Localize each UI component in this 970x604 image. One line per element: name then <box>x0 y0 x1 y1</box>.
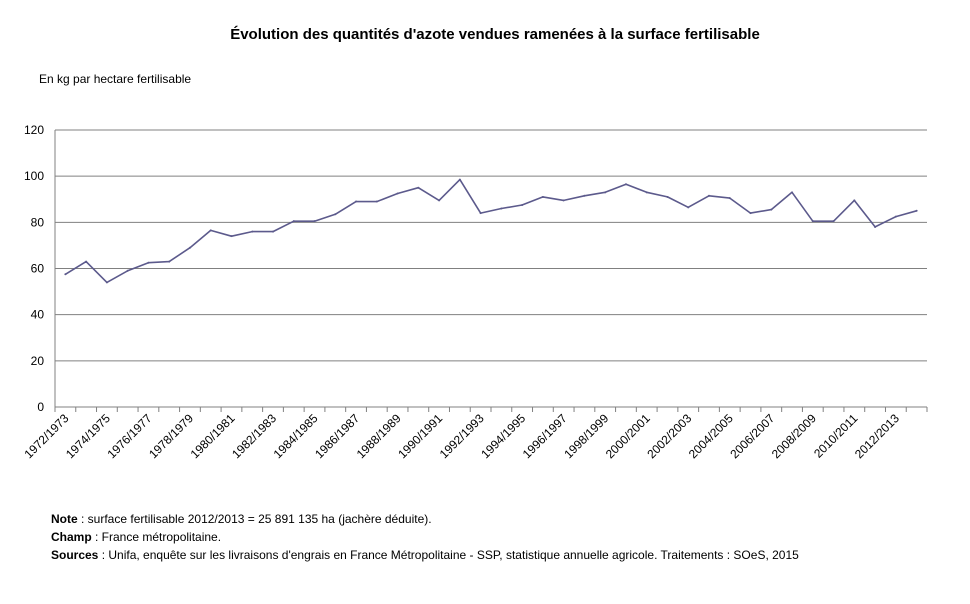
data-point <box>417 186 420 189</box>
y-tick-label: 20 <box>31 354 45 368</box>
note-line: Note : surface fertilisable 2012/2013 = … <box>51 510 799 528</box>
y-tick-label: 120 <box>24 123 44 137</box>
data-point <box>915 209 918 212</box>
data-point <box>583 194 586 197</box>
data-point <box>811 220 814 223</box>
data-point <box>168 260 171 263</box>
series-line-0 <box>64 178 917 284</box>
data-point <box>334 213 337 216</box>
data-point <box>188 246 191 249</box>
note-label: Note <box>51 512 78 526</box>
data-point <box>791 191 794 194</box>
data-point <box>251 230 254 233</box>
data-point <box>147 261 150 264</box>
data-point <box>105 281 108 284</box>
data-point <box>832 220 835 223</box>
data-point <box>687 206 690 209</box>
note-text: : surface fertilisable 2012/2013 = 25 89… <box>77 512 432 526</box>
data-point <box>624 183 627 186</box>
data-point <box>355 200 358 203</box>
y-tick-label: 60 <box>31 262 45 276</box>
y-tick-label: 40 <box>31 308 45 322</box>
y-tick-label: 0 <box>37 400 44 414</box>
champ-text: : France métropolitaine. <box>91 530 222 544</box>
data-point <box>230 235 233 238</box>
data-point <box>64 273 67 276</box>
data-point <box>126 269 129 272</box>
champ-line: Champ : France métropolitaine. <box>51 528 799 546</box>
data-point <box>292 220 295 223</box>
data-point <box>313 220 316 223</box>
data-point <box>541 195 544 198</box>
data-point <box>749 212 752 215</box>
data-point <box>874 225 877 228</box>
data-point <box>209 229 212 232</box>
champ-label: Champ <box>51 530 92 544</box>
data-point <box>562 199 565 202</box>
data-point <box>894 215 897 218</box>
data-point <box>375 200 378 203</box>
data-point <box>728 197 731 200</box>
chart-title: Évolution des quantités d'azote vendues … <box>230 26 760 43</box>
y-tick-label: 80 <box>31 215 45 229</box>
data-point <box>604 191 607 194</box>
data-point <box>85 260 88 263</box>
x-tick-label: 2008/2009 <box>769 411 819 461</box>
data-point <box>438 199 441 202</box>
data-point <box>458 178 461 181</box>
x-tick-label: 2012/2013 <box>852 411 902 461</box>
y-axis-label: En kg par hectare fertilisable <box>39 72 192 86</box>
data-point <box>770 208 773 211</box>
data-point <box>396 192 399 195</box>
y-tick-label: 100 <box>24 169 44 183</box>
chart-notes: Note : surface fertilisable 2012/2013 = … <box>51 510 799 564</box>
sources-text: : Unifa, enquête sur les livraisons d'en… <box>98 548 799 562</box>
data-point <box>666 195 669 198</box>
data-point <box>645 191 648 194</box>
data-point <box>500 207 503 210</box>
data-point <box>272 230 274 233</box>
sources-line: Sources : Unifa, enquête sur les livrais… <box>51 546 799 564</box>
data-point <box>521 204 524 207</box>
sources-label: Sources <box>51 548 99 562</box>
data-point <box>708 194 710 197</box>
data-point <box>479 212 482 215</box>
data-point <box>853 199 856 202</box>
